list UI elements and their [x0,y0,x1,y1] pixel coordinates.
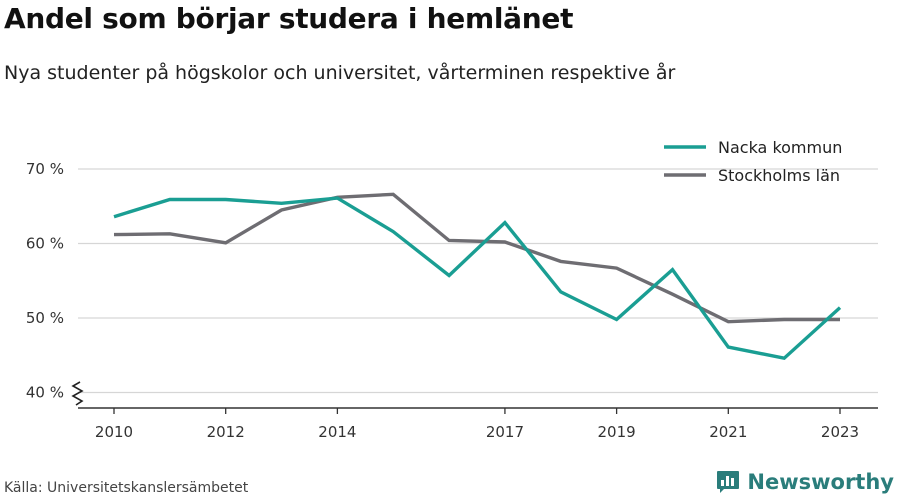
brand-name: Newsworthy [747,470,894,494]
x-tick-label: 2012 [207,423,245,441]
y-tick-label: 40 % [26,384,64,402]
y-tick-label: 70 % [26,160,64,178]
x-tick-label: 2023 [821,423,859,441]
y-tick-label: 60 % [26,235,64,253]
series-line-nacka-kommun [113,196,842,361]
source-note: Källa: Universitetskanslersämbetet [4,480,249,496]
bar-chart-logo-icon [717,471,740,493]
axis-break-icon [71,381,84,406]
chart-title: Andel som börjar studera i hemlänet [4,2,574,35]
chart-subtitle: Nya studenter på högskolor och universit… [4,62,676,84]
gridlines: 40 % 50 % 60 % 70 % [26,160,878,406]
x-tick-label: 2021 [709,423,747,441]
y-tick-label: 50 % [26,309,64,327]
series-line-stockholms-lan [113,192,840,324]
x-tick-label: 2019 [598,423,636,441]
legend-label: Nacka kommun [718,138,842,157]
legend-label: Stockholms län [718,166,840,185]
newsworthy-logo: Newsworthy [716,470,894,494]
series-lines [113,192,842,361]
x-tick-label: 2010 [95,423,133,441]
x-axis: 2010 2012 2014 2017 2019 2021 2023 [78,407,878,441]
legend: Nacka kommun Stockholms län [664,138,842,185]
x-tick-label: 2017 [486,423,524,441]
x-tick-label: 2014 [318,423,356,441]
